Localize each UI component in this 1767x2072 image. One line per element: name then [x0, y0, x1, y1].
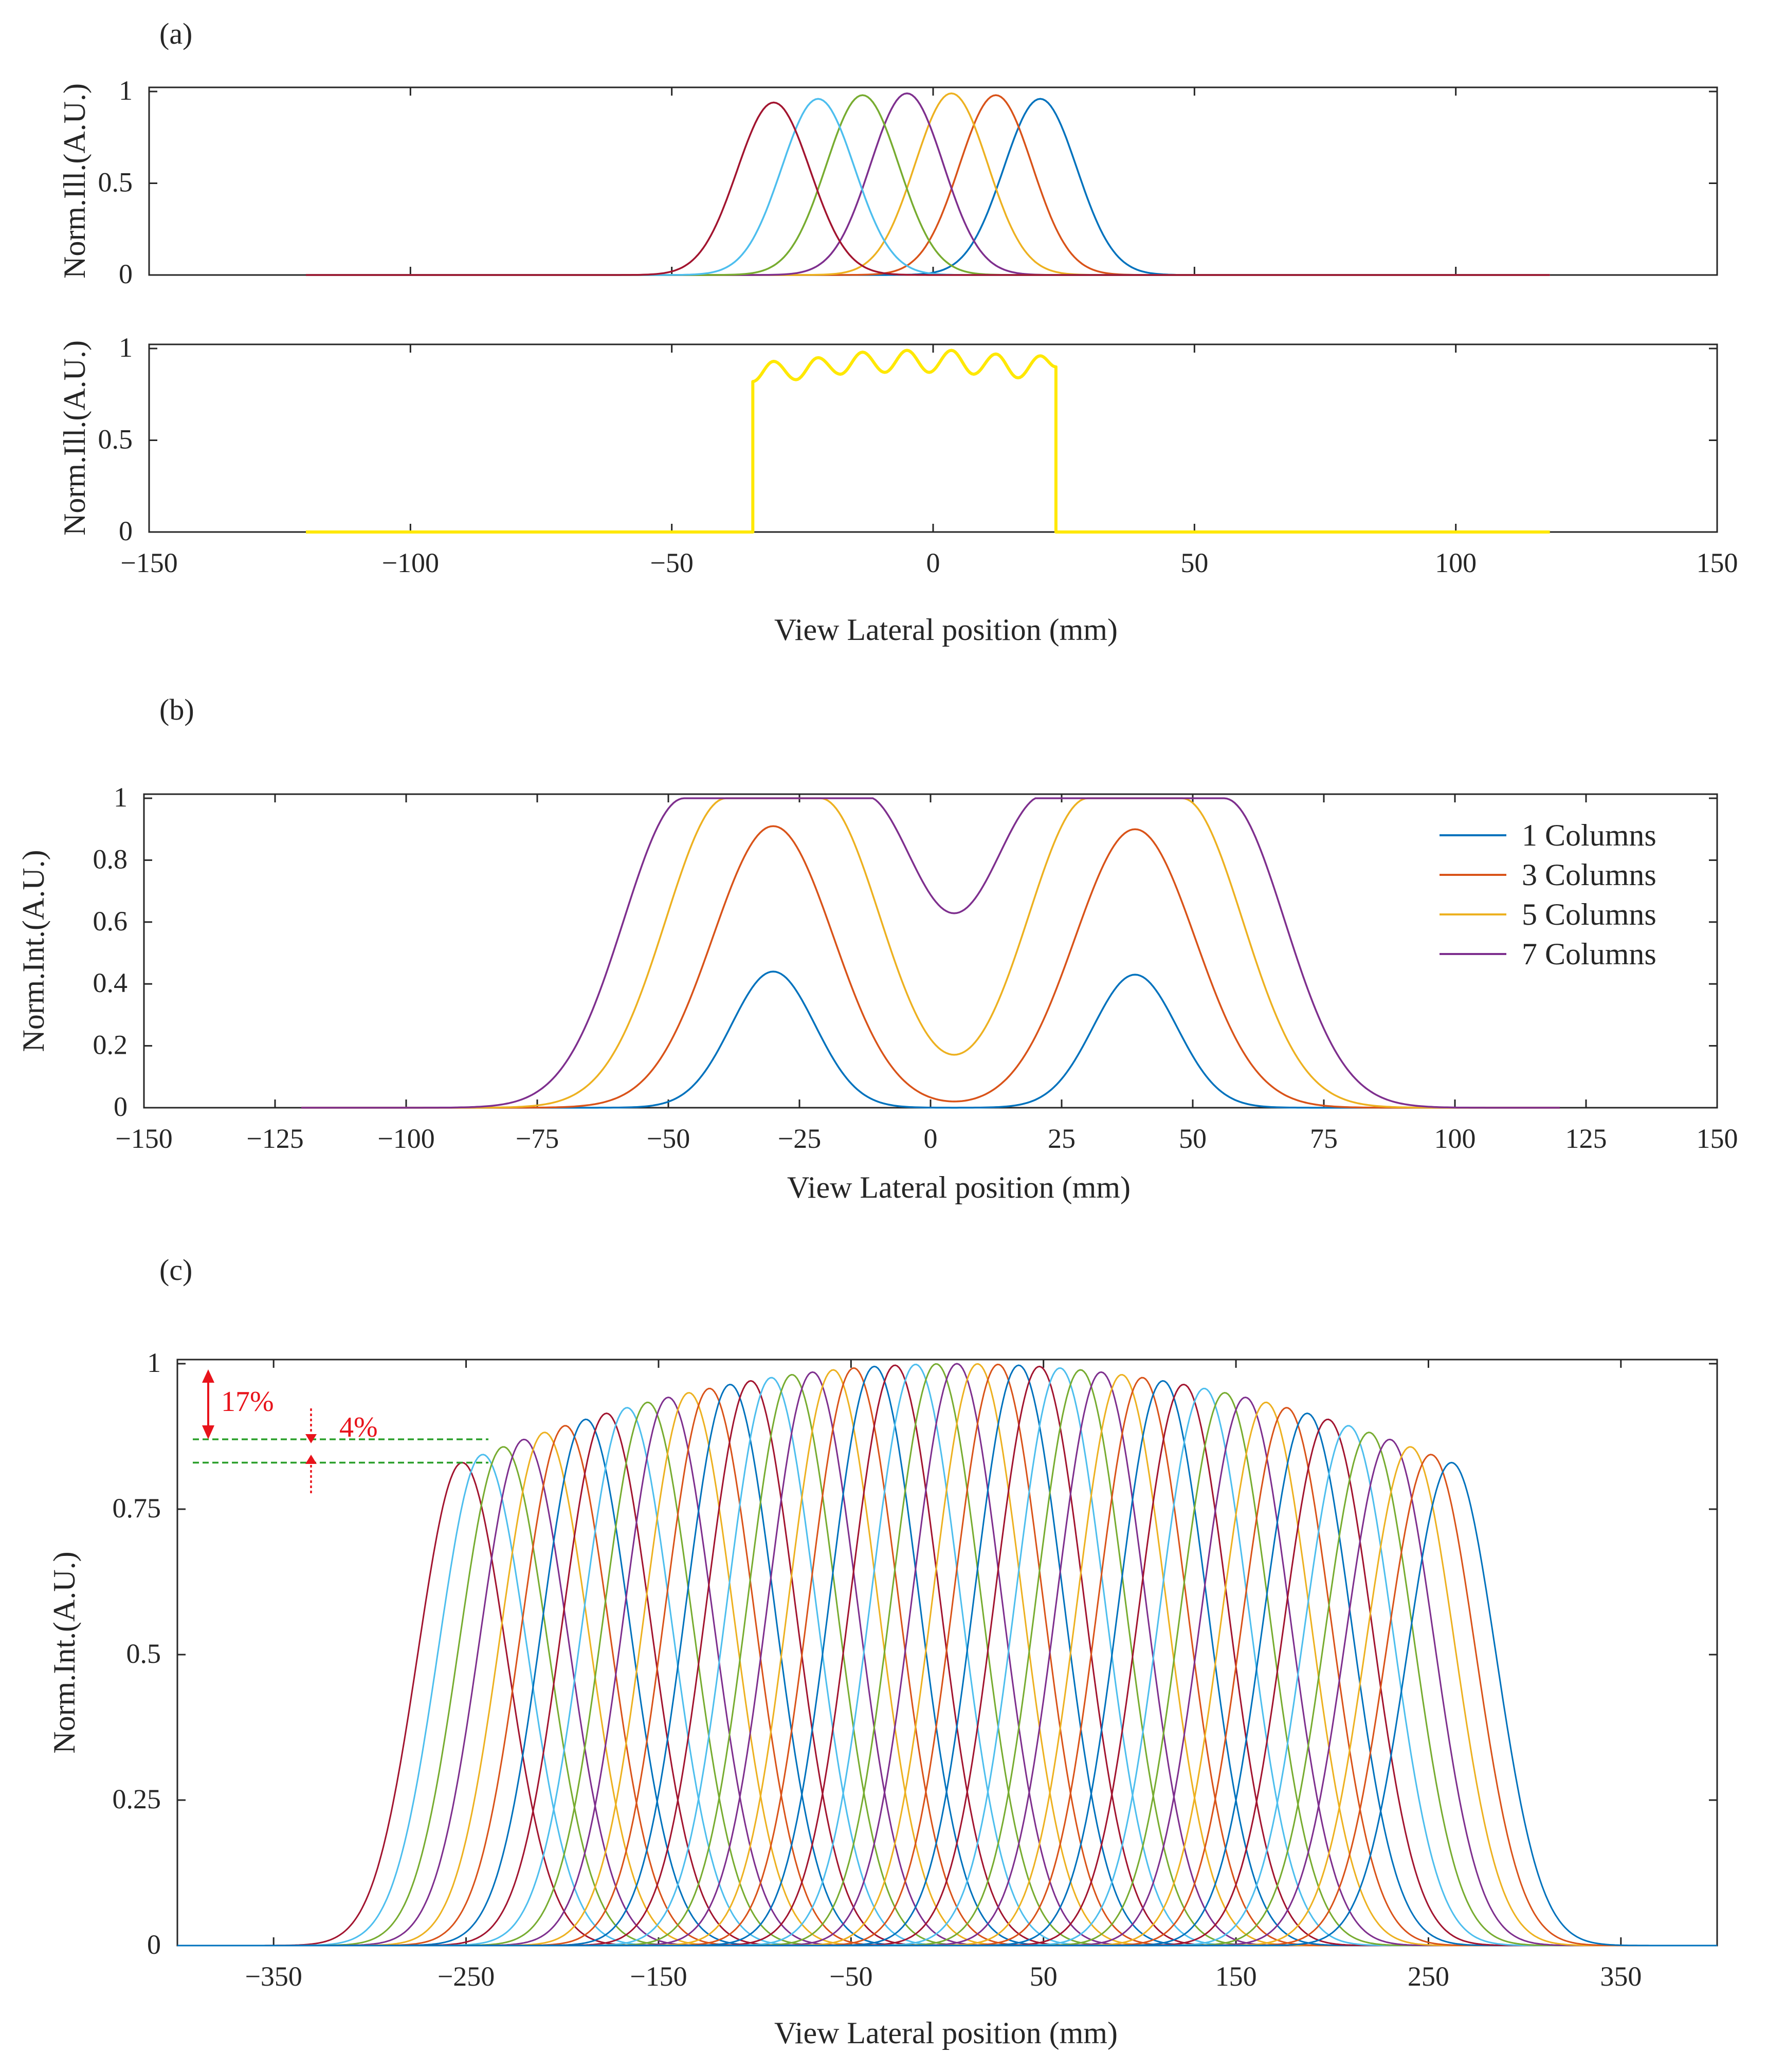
xtick-label: −350: [245, 1961, 302, 1992]
ytick-label: 0.25: [113, 1784, 161, 1814]
panel-b-legend: 1 Columns 3 Columns 5 Columns 7 Columns: [1440, 818, 1656, 971]
ytick-label: 0.5: [98, 167, 133, 198]
panel-a-bottom-axes-box: [148, 343, 1718, 533]
panel-a-top-ylabel: Norm.Ill.(A.U.): [58, 83, 92, 279]
panel-a-xlabel: View Lateral position (mm): [774, 613, 1118, 647]
ytick-label: 0: [119, 516, 133, 546]
annotation-4-percent: 4%: [339, 1411, 378, 1443]
panel-a-top-axes-box: [148, 86, 1718, 276]
panel-a-top-plot: 00.51 Norm.Ill.(A.U.): [58, 75, 1718, 289]
panel-a-bottom-ticks: 0 0.5 1 −150 −100 −50 0 50 100 150: [98, 332, 1738, 578]
arrow-17-percent: [202, 1369, 214, 1439]
xtick-label: 50: [1179, 1123, 1207, 1154]
intensity-curve: [301, 797, 1560, 1109]
ytick-label: 0: [147, 1929, 161, 1960]
xtick-label: −150: [115, 1123, 172, 1154]
legend-label: 7 Columns: [1522, 937, 1656, 971]
xtick-label: 75: [1310, 1123, 1338, 1154]
xtick-label: 350: [1600, 1961, 1642, 1992]
xtick-label: 0: [926, 547, 940, 578]
panel-c-annotations: 17% 4%: [193, 1369, 488, 1493]
arrow-17-head-up: [202, 1369, 214, 1383]
xtick-label: 150: [1697, 547, 1738, 578]
intensity-curve: [177, 1461, 1717, 1947]
xtick-label: 150: [1215, 1961, 1257, 1992]
ytick-label: 0.8: [93, 844, 128, 874]
arrow-4-head-up: [305, 1455, 317, 1464]
ytick-label: 0.75: [113, 1493, 161, 1524]
legend-label: 3 Columns: [1522, 858, 1656, 892]
ytick-label: 1: [119, 332, 133, 363]
xtick-label: −250: [438, 1961, 495, 1992]
xtick-label: −100: [377, 1123, 434, 1154]
xtick-label: 25: [1048, 1123, 1076, 1154]
xtick-label: −125: [246, 1123, 303, 1154]
xtick-label: 150: [1697, 1123, 1738, 1154]
arrow-4-percent: [305, 1408, 317, 1493]
ytick-label: 0: [119, 259, 133, 289]
panel-b: (b) 00.20.40.60.81−150 −125 −100 −75 −50 −25 0…: [16, 693, 1738, 1204]
xtick-label: 250: [1408, 1961, 1449, 1992]
xtick-label: −50: [650, 547, 693, 578]
panel-b-ylabel: Norm.Int.(A.U.): [16, 850, 50, 1052]
panel-a-bottom-ylabel: Norm.Ill.(A.U.): [58, 340, 92, 536]
xtick-label: 0: [924, 1123, 938, 1154]
panel-c-xlabel: View Lateral position (mm): [774, 2016, 1118, 2050]
panel-c-label: (c): [159, 1253, 192, 1287]
illumination-curve: [306, 101, 1550, 276]
legend-label: 1 Columns: [1522, 818, 1656, 852]
xtick-label: −50: [829, 1961, 872, 1992]
annotation-17-percent: 17%: [221, 1386, 274, 1418]
ytick-label: 0.5: [98, 424, 133, 455]
xtick-label: −150: [630, 1961, 687, 1992]
xtick-label: 50: [1180, 547, 1208, 578]
ytick-label: 0.4: [93, 967, 128, 998]
xtick-label: 50: [1030, 1961, 1058, 1992]
panel-b-curves: [301, 797, 1560, 1109]
panel-b-axes-box: [143, 793, 1718, 1109]
panel-b-xlabel: View Lateral position (mm): [787, 1170, 1131, 1204]
combined-illumination-curve: [306, 349, 1550, 534]
intensity-curve: [301, 797, 1560, 1109]
xtick-label: 100: [1434, 1123, 1476, 1154]
panel-b-label: (b): [159, 693, 194, 726]
xtick-label: 125: [1565, 1123, 1607, 1154]
panel-a: (a) 00.51 Norm.Ill.(A.U.) 00.51−150 −100−…: [58, 17, 1738, 647]
ytick-label: 0.5: [126, 1638, 161, 1669]
xtick-label: 100: [1435, 547, 1477, 578]
panel-a-top-curves: [306, 92, 1550, 276]
panel-b-ticks: 0 0.2 0.4 0.6 0.8 1 −150 −125 −100 −75 −50 −25 0 25 50…: [93, 782, 1738, 1154]
ytick-label: 0.6: [93, 906, 128, 937]
xtick-label: −150: [120, 547, 177, 578]
panel-c: (c) 0 0.25 0.5 0.75 1 −350 −250 −150 −50 50 150 250…: [47, 1253, 1718, 2050]
panel-a-top-ticks: 00.51: [98, 75, 1718, 289]
xtick-label: −100: [382, 547, 439, 578]
panel-a-bottom-plot: 0 0.5 1 −150 −100 −50 0 50 100 150 Norm.Ill.(A.U.…: [58, 332, 1738, 647]
panel-a-bottom-curves: [306, 349, 1550, 534]
panel-c-ylabel: Norm.Int.(A.U.): [47, 1551, 81, 1753]
xtick-label: −75: [516, 1123, 559, 1154]
ytick-label: 1: [114, 782, 127, 813]
ytick-label: 0.2: [93, 1030, 128, 1060]
panel-a-label: (a): [159, 17, 192, 50]
ytick-label: 0: [114, 1091, 127, 1122]
xtick-label: −25: [778, 1123, 821, 1154]
panel-c-curves: [177, 1363, 1717, 1947]
ytick-label: 1: [119, 75, 133, 106]
legend-label: 5 Columns: [1522, 897, 1656, 931]
arrow-4-head-down: [305, 1434, 317, 1443]
ytick-label: 1: [147, 1347, 161, 1378]
arrow-17-head-down: [202, 1425, 214, 1439]
panel-c-ticks: 0 0.25 0.5 0.75 1 −350 −250 −150 −50 50 150 250 350: [113, 1347, 1717, 1992]
xtick-label: −50: [647, 1123, 690, 1154]
